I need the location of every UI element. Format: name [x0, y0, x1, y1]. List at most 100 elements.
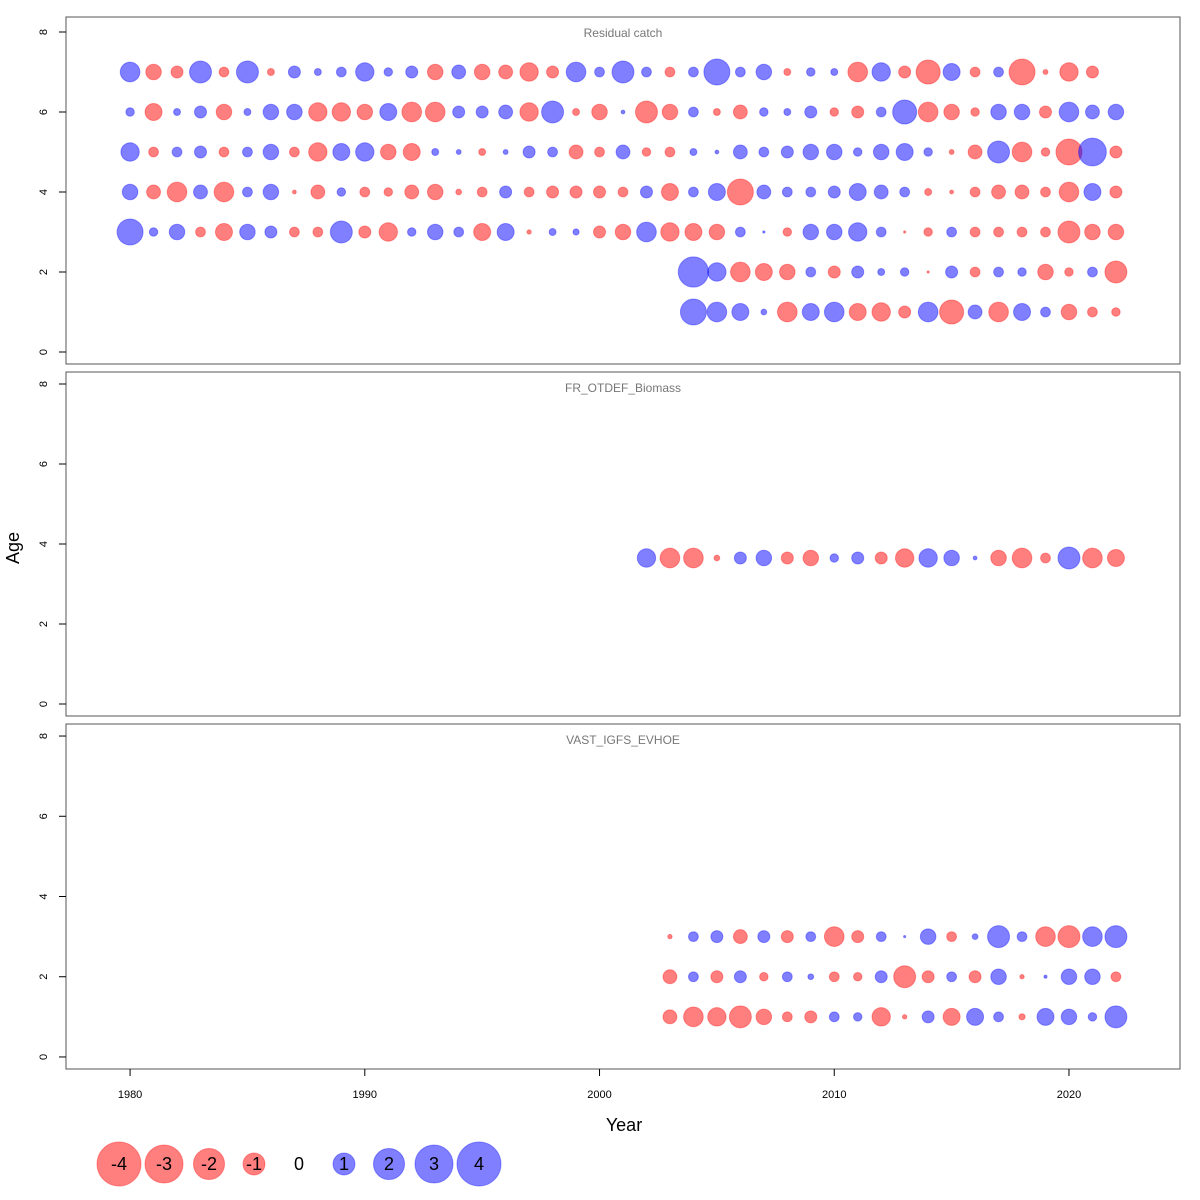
bubble	[1008, 58, 1036, 86]
bubble	[731, 302, 750, 322]
y-tick-label: 6	[38, 813, 50, 819]
bubble	[1106, 548, 1125, 568]
bubble	[617, 186, 629, 198]
x-tick-label: 2020	[1057, 1089, 1081, 1101]
bubble	[919, 928, 937, 945]
bubble	[1104, 925, 1128, 949]
panel-frame	[65, 16, 1181, 365]
bubble	[1057, 925, 1081, 949]
bubble	[1109, 185, 1123, 199]
bubble	[1013, 302, 1032, 322]
bubble	[146, 184, 162, 200]
bubble	[116, 218, 144, 246]
bubble	[852, 147, 863, 157]
bubble	[991, 184, 1007, 200]
bubble	[1043, 974, 1048, 979]
legend-label: -4	[111, 1154, 127, 1174]
y-tick-label: 0	[38, 349, 50, 355]
bubble	[262, 183, 280, 201]
bubble	[288, 226, 300, 238]
bubble	[827, 265, 841, 279]
bubble	[710, 930, 724, 944]
bubble	[783, 68, 792, 76]
bubble	[848, 302, 867, 322]
bubble	[243, 108, 252, 116]
bubble	[639, 185, 653, 199]
bubble	[1087, 306, 1098, 318]
bubble	[215, 103, 233, 121]
bubble	[781, 971, 793, 983]
bubble	[406, 227, 417, 237]
bubble	[754, 262, 773, 282]
legend-bubble	[144, 1144, 184, 1184]
panel-title: FR_OTDEF_Biomass	[565, 381, 681, 395]
legend-bubble	[242, 1152, 266, 1176]
bubble	[502, 149, 509, 155]
y-tick-label: 4	[38, 189, 50, 195]
panel-title: VAST_IGFS_EVHOE	[566, 733, 680, 747]
bubble	[903, 230, 907, 234]
bubble	[987, 925, 1011, 949]
bubble	[499, 185, 513, 199]
bubble	[1036, 1007, 1055, 1026]
bubble	[733, 970, 747, 984]
bubble	[355, 142, 375, 162]
bubble	[782, 227, 793, 237]
bubble	[193, 145, 208, 159]
bubble	[871, 302, 891, 322]
bubble	[614, 223, 632, 241]
bubble	[166, 181, 188, 203]
bubble	[1042, 69, 1049, 75]
bubble	[873, 184, 889, 200]
legend-bubble	[96, 1141, 142, 1187]
bubble	[926, 270, 930, 274]
bubble	[379, 102, 398, 122]
bubble	[310, 184, 326, 200]
bubble	[452, 105, 466, 119]
legend-bubble	[192, 1147, 226, 1181]
bubble	[336, 187, 347, 197]
bubble	[264, 225, 278, 239]
bubble	[548, 228, 557, 236]
bubble	[806, 67, 816, 77]
bubble	[308, 142, 328, 162]
bubble	[291, 189, 297, 195]
bubble	[848, 182, 867, 202]
bubble	[804, 105, 818, 119]
bubble	[1085, 65, 1099, 79]
bubble	[572, 108, 581, 116]
bubble	[805, 186, 817, 198]
bubble	[496, 222, 515, 242]
bubble	[195, 226, 206, 238]
bubble	[756, 184, 772, 200]
bubble	[568, 144, 584, 160]
bubble	[1082, 926, 1103, 947]
bubble	[1017, 267, 1027, 277]
bubble	[949, 189, 955, 195]
bubble	[667, 933, 673, 940]
x-tick-label: 1980	[118, 1089, 142, 1101]
bubble	[1064, 267, 1074, 277]
bubble	[383, 187, 394, 197]
bubble	[1078, 137, 1107, 167]
bubble	[1060, 303, 1078, 321]
bubble	[402, 142, 421, 162]
y-tick-label: 4	[38, 893, 50, 899]
bubble	[664, 146, 676, 158]
bubble	[687, 971, 699, 983]
bubble	[683, 1006, 704, 1028]
bubble	[894, 548, 915, 568]
bubble	[689, 148, 698, 156]
bubble	[455, 149, 462, 155]
bubble	[1087, 266, 1098, 278]
bubble	[659, 547, 681, 569]
bubble	[121, 183, 139, 201]
bubble	[378, 222, 398, 242]
bubble	[1011, 141, 1033, 163]
bubble	[262, 103, 280, 121]
bubble	[426, 183, 444, 201]
bubble	[660, 182, 679, 202]
bubble	[825, 223, 843, 241]
bubble	[780, 930, 794, 944]
